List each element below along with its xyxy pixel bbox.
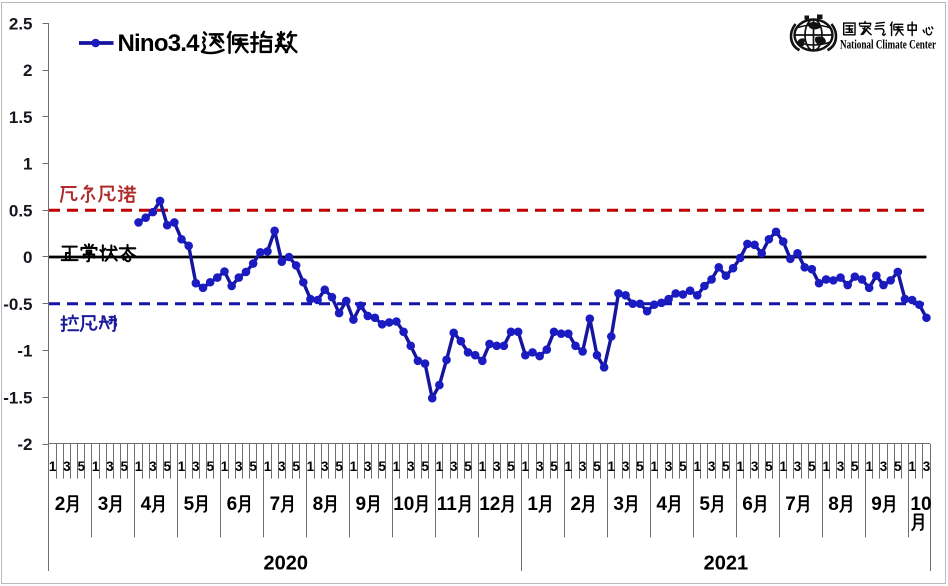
- svg-text:5: 5: [378, 459, 386, 474]
- svg-text:8: 8: [828, 494, 839, 515]
- svg-text:3: 3: [536, 459, 544, 474]
- svg-text:9: 9: [871, 494, 882, 515]
- svg-text:1: 1: [565, 459, 573, 474]
- svg-text:3: 3: [493, 459, 501, 474]
- svg-text:7: 7: [270, 494, 281, 515]
- svg-text:1: 1: [694, 459, 702, 474]
- svg-text:2: 2: [570, 494, 581, 515]
- svg-text:6: 6: [227, 494, 238, 515]
- svg-text:3: 3: [278, 459, 286, 474]
- svg-text:5: 5: [808, 459, 816, 474]
- svg-text:5: 5: [335, 459, 343, 474]
- svg-text:3: 3: [235, 459, 243, 474]
- svg-text:3: 3: [321, 459, 329, 474]
- svg-text:5: 5: [679, 459, 687, 474]
- svg-text:10: 10: [393, 494, 414, 515]
- svg-text:5: 5: [722, 459, 730, 474]
- svg-text:3: 3: [751, 459, 759, 474]
- svg-text:1: 1: [436, 459, 444, 474]
- svg-text:1: 1: [522, 459, 530, 474]
- svg-text:3: 3: [364, 459, 372, 474]
- svg-text:3: 3: [98, 494, 109, 515]
- svg-text:3: 3: [880, 459, 888, 474]
- svg-text:3: 3: [192, 459, 200, 474]
- svg-text:7: 7: [785, 494, 796, 515]
- svg-text:5: 5: [249, 459, 257, 474]
- svg-text:1: 1: [393, 459, 401, 474]
- svg-text:Nino3.4: Nino3.4: [118, 30, 201, 57]
- svg-text:3: 3: [149, 459, 157, 474]
- svg-text:3: 3: [63, 459, 71, 474]
- svg-text:1: 1: [779, 459, 787, 474]
- svg-text:5: 5: [464, 459, 472, 474]
- svg-text:10: 10: [910, 494, 931, 515]
- svg-text:5: 5: [163, 459, 171, 474]
- svg-text:0.5: 0.5: [9, 201, 33, 220]
- svg-text:5: 5: [292, 459, 300, 474]
- svg-text:4: 4: [141, 494, 152, 515]
- svg-text:5: 5: [699, 494, 710, 515]
- svg-text:2: 2: [23, 61, 32, 80]
- svg-text:2020: 2020: [264, 553, 309, 575]
- svg-text:1: 1: [350, 459, 358, 474]
- svg-text:3: 3: [794, 459, 802, 474]
- svg-text:1: 1: [23, 155, 32, 174]
- svg-text:5: 5: [120, 459, 128, 474]
- svg-text:1: 1: [822, 459, 830, 474]
- svg-text:5: 5: [636, 459, 644, 474]
- svg-text:-2: -2: [17, 435, 32, 454]
- svg-text:3: 3: [665, 459, 673, 474]
- svg-text:5: 5: [851, 459, 859, 474]
- svg-text:1: 1: [307, 459, 315, 474]
- svg-text:1: 1: [92, 459, 100, 474]
- svg-text:1: 1: [908, 459, 916, 474]
- svg-text:11: 11: [437, 494, 458, 515]
- svg-text:1.5: 1.5: [9, 108, 33, 127]
- svg-text:1: 1: [178, 459, 186, 474]
- svg-text:1: 1: [865, 459, 873, 474]
- svg-text:1: 1: [135, 459, 143, 474]
- svg-text:3: 3: [622, 459, 630, 474]
- svg-text:-1: -1: [17, 342, 32, 361]
- svg-text:6: 6: [742, 494, 753, 515]
- svg-text:1: 1: [49, 459, 57, 474]
- svg-text:1: 1: [264, 459, 272, 474]
- svg-text:1: 1: [479, 459, 487, 474]
- svg-text:2.5: 2.5: [9, 14, 33, 33]
- svg-text:3: 3: [837, 459, 845, 474]
- svg-text:5: 5: [507, 459, 515, 474]
- svg-text:3: 3: [923, 459, 931, 474]
- svg-text:0: 0: [23, 248, 32, 267]
- svg-text:12: 12: [479, 494, 500, 515]
- svg-text:5: 5: [206, 459, 214, 474]
- svg-text:1: 1: [651, 459, 659, 474]
- svg-text:3: 3: [708, 459, 716, 474]
- svg-text:5: 5: [77, 459, 85, 474]
- svg-text:2021: 2021: [704, 553, 749, 575]
- svg-text:3: 3: [450, 459, 458, 474]
- svg-text:1: 1: [221, 459, 229, 474]
- svg-text:-0.5: -0.5: [3, 295, 32, 314]
- svg-text:5: 5: [894, 459, 902, 474]
- svg-text:2: 2: [55, 494, 66, 515]
- svg-text:5: 5: [593, 459, 601, 474]
- svg-text:3: 3: [407, 459, 415, 474]
- svg-text:8: 8: [313, 494, 324, 515]
- svg-text:1: 1: [736, 459, 744, 474]
- svg-text:-1.5: -1.5: [3, 388, 32, 407]
- svg-text:5: 5: [765, 459, 773, 474]
- svg-text:3: 3: [106, 459, 114, 474]
- svg-text:9: 9: [356, 494, 367, 515]
- svg-text:1: 1: [608, 459, 616, 474]
- svg-text:3: 3: [613, 494, 624, 515]
- svg-text:1: 1: [527, 494, 538, 515]
- svg-text:5: 5: [550, 459, 558, 474]
- svg-text:4: 4: [656, 494, 667, 515]
- svg-text:5: 5: [421, 459, 429, 474]
- svg-text:3: 3: [579, 459, 587, 474]
- svg-text:National Climate Center: National Climate Center: [840, 37, 936, 52]
- svg-text:5: 5: [184, 494, 195, 515]
